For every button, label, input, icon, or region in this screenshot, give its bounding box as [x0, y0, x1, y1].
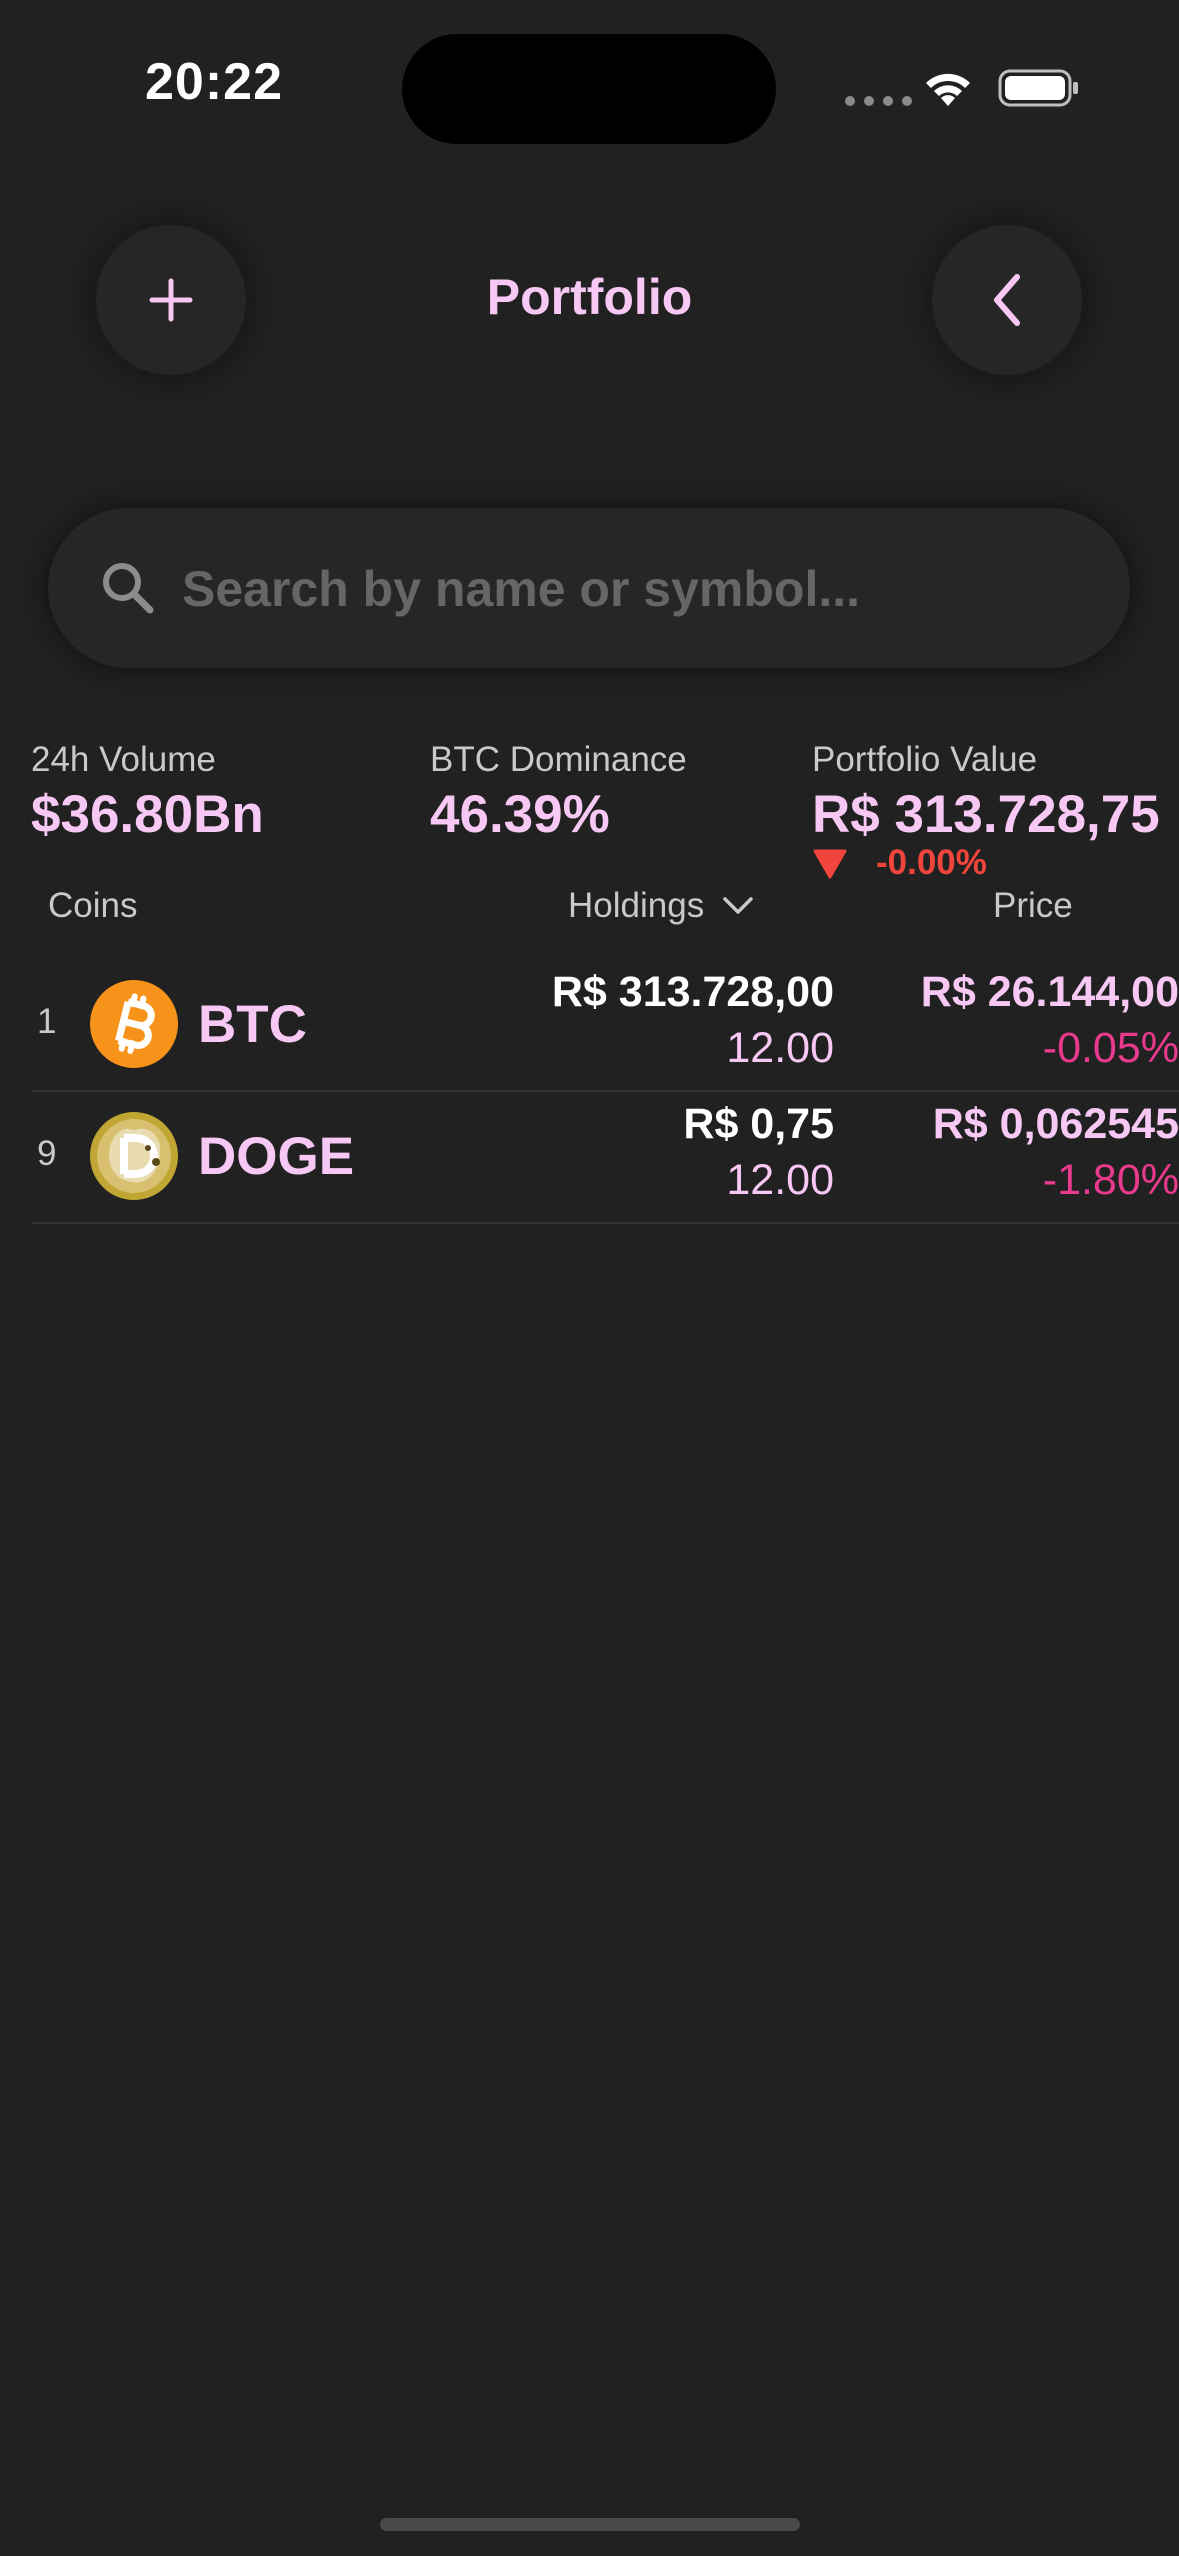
portfolio-change-text: -0.00%	[876, 843, 987, 882]
back-button[interactable]	[932, 225, 1082, 375]
price-column-header[interactable]: Price	[993, 886, 1073, 925]
triangle-down-icon	[813, 849, 847, 879]
coin-rank: 1	[37, 1002, 57, 1041]
dominance-value: 46.39%	[430, 785, 610, 844]
coin-row-btc[interactable]: 1 BTC R$ 313.728,00 12.00 R$ 26.144,00 -…	[32, 958, 1179, 1092]
add-coin-button[interactable]	[96, 225, 246, 375]
plus-icon	[149, 278, 193, 322]
holdings-column-header[interactable]: Holdings	[568, 886, 754, 926]
coin-price: R$ 0,062545	[932, 1100, 1179, 1148]
holdings-header-label: Holdings	[568, 886, 705, 925]
coins-column-header[interactable]: Coins	[48, 886, 138, 925]
holding-amount: 12.00	[726, 1156, 834, 1204]
battery-icon	[998, 68, 1080, 113]
home-indicator[interactable]	[380, 2518, 800, 2531]
search-icon	[100, 560, 156, 621]
holding-value: R$ 0,75	[683, 1100, 834, 1148]
coin-price: R$ 26.144,00	[920, 968, 1179, 1016]
coin-row-doge[interactable]: 9 DOGE R$ 0,75 12.00 R$ 0,062545 -1.80%	[32, 1090, 1179, 1224]
portfolio-change: -0.00%	[812, 843, 987, 883]
search-input[interactable]	[180, 548, 1084, 630]
coin-symbol: BTC	[198, 995, 307, 1054]
dogecoin-logo	[90, 1112, 178, 1200]
bitcoin-logo	[90, 980, 178, 1068]
volume-value: $36.80Bn	[31, 785, 264, 844]
chevron-down-icon	[723, 897, 753, 914]
status-time: 20:22	[145, 53, 283, 111]
page-title: Portfolio	[486, 269, 693, 325]
cellular-signal-icon	[845, 96, 912, 106]
coin-rank: 9	[37, 1134, 57, 1173]
dynamic-island	[402, 34, 776, 144]
chevron-left-icon	[994, 274, 1020, 326]
dominance-label: BTC Dominance	[430, 740, 687, 779]
volume-label: 24h Volume	[31, 740, 216, 779]
price-change: -0.05%	[1042, 1024, 1179, 1072]
portfolio-value: R$ 313.728,75	[812, 785, 1160, 844]
holding-value: R$ 313.728,00	[551, 968, 834, 1016]
wifi-icon	[922, 68, 974, 115]
coin-symbol: DOGE	[198, 1127, 355, 1186]
portfolio-value-label: Portfolio Value	[812, 740, 1038, 779]
holding-amount: 12.00	[726, 1024, 834, 1072]
price-change: -1.80%	[1042, 1156, 1179, 1204]
